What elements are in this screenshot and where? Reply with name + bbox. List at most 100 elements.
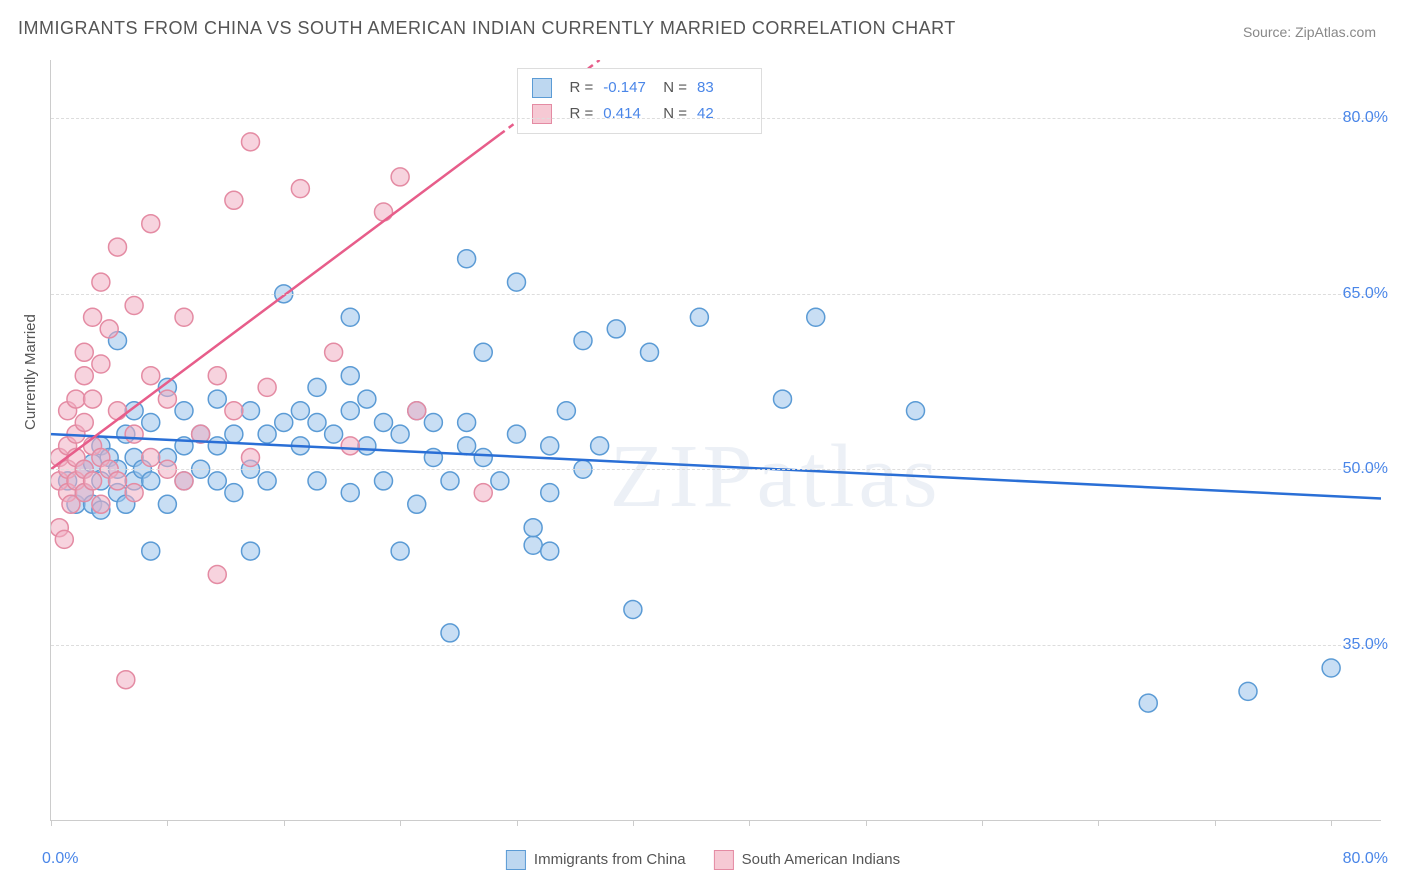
r-label: R = [570,75,594,101]
source-label: Source: ZipAtlas.com [1243,24,1376,40]
data-point [774,390,792,408]
stats-legend: R =-0.147N =83R =0.414N =42 [517,68,763,134]
data-point [607,320,625,338]
n-label: N = [663,75,687,101]
plot-area: ZIPatlas R =-0.147N =83R =0.414N =42 [50,60,1381,821]
y-tick-label: 80.0% [1343,109,1388,127]
data-point [109,402,127,420]
data-point [375,203,393,221]
data-point [158,495,176,513]
data-point [375,413,393,431]
data-point [142,449,160,467]
data-point [907,402,925,420]
data-point [67,390,85,408]
n-value: 83 [697,75,747,101]
stats-legend-row: R =0.414N =42 [532,101,748,127]
r-label: R = [570,101,594,127]
legend-swatch [506,850,526,870]
gridline [51,645,1381,646]
data-point [92,355,110,373]
n-value: 42 [697,101,747,127]
data-point [591,437,609,455]
data-point [524,519,542,537]
x-tick [1098,820,1099,826]
data-point [208,367,226,385]
data-point [175,308,193,326]
x-tick [749,820,750,826]
data-point [242,542,260,560]
x-tick [633,820,634,826]
x-tick-max: 80.0% [1343,850,1388,868]
data-point [474,484,492,502]
data-point [125,484,143,502]
data-point [341,437,359,455]
x-tick [1331,820,1332,826]
legend-label: South American Indians [742,851,900,868]
data-point [391,542,409,560]
data-point [641,343,659,361]
data-point [391,168,409,186]
stats-legend-row: R = -0.147 N = 83 [532,75,748,101]
y-tick-label: 65.0% [1343,285,1388,303]
legend-swatch [532,78,552,98]
series-legend: Immigrants from ChinaSouth American Indi… [506,850,900,870]
data-point [574,332,592,350]
data-point [275,413,293,431]
data-point [175,402,193,420]
data-point [175,472,193,490]
data-point [75,343,93,361]
data-point [1322,659,1340,677]
data-point [142,367,160,385]
data-point [125,425,143,443]
data-point [541,437,559,455]
data-point [242,133,260,151]
data-point [291,180,309,198]
data-point [142,215,160,233]
data-point [541,484,559,502]
data-point [341,402,359,420]
data-point [208,472,226,490]
data-point [142,542,160,560]
x-tick [982,820,983,826]
x-tick-min: 0.0% [42,850,78,868]
data-point [474,449,492,467]
data-point [341,484,359,502]
legend-item: South American Indians [714,850,900,870]
data-point [557,402,575,420]
data-point [391,425,409,443]
data-point [225,484,243,502]
data-point [208,390,226,408]
chart-title: IMMIGRANTS FROM CHINA VS SOUTH AMERICAN … [18,18,956,39]
data-point [524,536,542,554]
n-label: N = [663,101,687,127]
data-point [807,308,825,326]
data-point [408,495,426,513]
data-point [624,601,642,619]
data-point [408,402,426,420]
data-point [142,472,160,490]
data-point [225,402,243,420]
data-point [458,250,476,268]
data-point [308,413,326,431]
legend-swatch [532,104,552,124]
data-point [258,425,276,443]
data-point [474,343,492,361]
data-point [491,472,509,490]
legend-swatch [714,850,734,870]
data-point [75,367,93,385]
data-point [109,238,127,256]
x-tick [51,820,52,826]
data-point [225,191,243,209]
data-point [84,308,102,326]
data-point [100,320,118,338]
r-value: -0.147 [603,75,653,101]
data-point [424,413,442,431]
data-point [55,530,73,548]
data-point [92,495,110,513]
data-point [690,308,708,326]
data-point [84,390,102,408]
data-point [341,308,359,326]
data-point [441,472,459,490]
data-point [458,437,476,455]
data-point [75,413,93,431]
